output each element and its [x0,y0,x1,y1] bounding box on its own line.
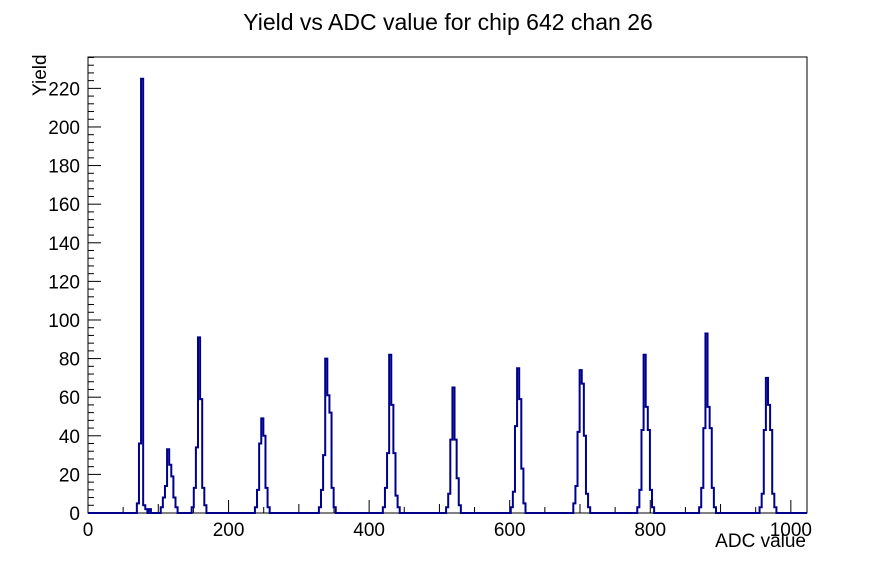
x-tick-label: 800 [634,520,666,541]
y-axis-title: Yield [30,54,51,96]
y-tick-label: 60 [59,388,80,409]
x-tick-label: 600 [494,520,526,541]
y-tick-label: 20 [59,465,80,486]
y-tick-label: 120 [48,272,80,293]
x-tick-label: 0 [83,520,94,541]
histogram-line [88,77,807,514]
y-tick-label: 80 [59,350,80,371]
y-tick-label: 160 [48,195,80,216]
y-tick-label: 180 [48,157,80,178]
y-tick-label: 220 [48,79,80,100]
y-tick-label: 200 [48,118,80,139]
y-tick-label: 100 [48,311,80,332]
plot-frame [87,56,808,514]
x-tick-label: 400 [353,520,385,541]
y-tick-label: 0 [69,504,80,525]
x-tick-label: 1000 [770,520,812,541]
y-tick-label: 140 [48,234,80,255]
y-tick-label: 40 [59,427,80,448]
x-axis-title: ADC value [715,531,806,552]
x-tick-label: 200 [213,520,245,541]
chart-title: Yield vs ADC value for chip 642 chan 26 [243,9,653,35]
